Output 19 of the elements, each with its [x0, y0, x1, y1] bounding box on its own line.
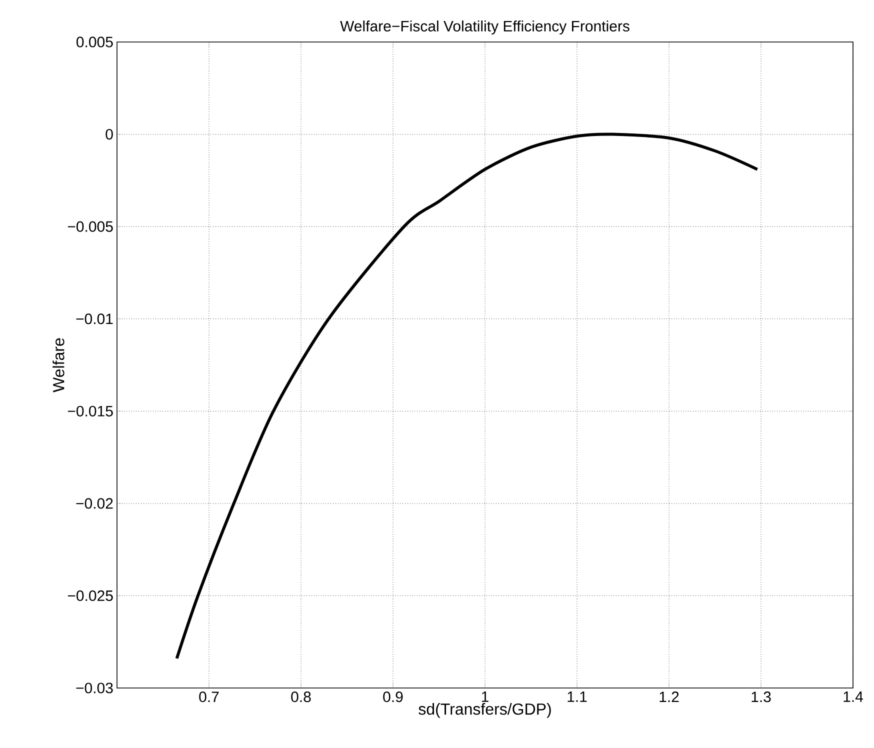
x-tick-label: 1.2	[660, 692, 679, 702]
x-tick-label: 0.7	[199, 692, 219, 702]
chart-title: Welfare−Fiscal Volatility Efficiency Frontiers	[340, 20, 630, 34]
y-axis-title: Welfare	[52, 338, 64, 392]
x-axis-title: sd(Transfers/GDP)	[418, 703, 551, 718]
x-tick-label: 1.3	[752, 692, 771, 702]
y-tick-label: 0	[106, 128, 113, 140]
y-tick-label: −0.005	[68, 221, 113, 232]
x-tick-label: 0.8	[291, 692, 311, 702]
y-tick-label: 0.005	[76, 36, 113, 48]
x-tick-label: 0.9	[383, 692, 403, 702]
x-tick-label: 1.4	[844, 692, 863, 702]
y-tick-label: −0.03	[76, 682, 113, 694]
y-tick-label: −0.015	[68, 406, 113, 416]
y-tick-label: −0.02	[76, 498, 113, 509]
y-tick-label: −0.025	[68, 590, 113, 602]
y-tick-label: −0.01	[76, 314, 113, 324]
x-tick-label: 1.1	[568, 692, 587, 702]
x-tick-label: 1	[482, 692, 488, 702]
